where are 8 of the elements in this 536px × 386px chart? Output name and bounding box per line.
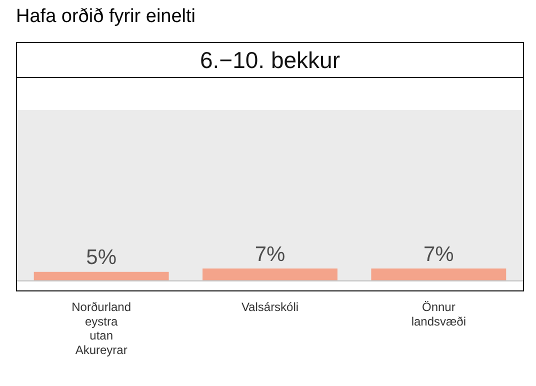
data-label: 7% <box>254 242 286 266</box>
x-tick-label: Valsárskóli <box>241 300 299 314</box>
data-label: 7% <box>423 242 454 266</box>
chart-subtitle: 6.−10. bekkur <box>16 42 524 78</box>
x-tick-label: Norðurland eystra utan Akureyrar <box>72 300 132 358</box>
chart-title: Hafa orðið fyrir einelti <box>16 6 196 28</box>
x-tick-label: Önnur landsvæði <box>411 300 466 328</box>
data-label: 5% <box>86 246 117 270</box>
